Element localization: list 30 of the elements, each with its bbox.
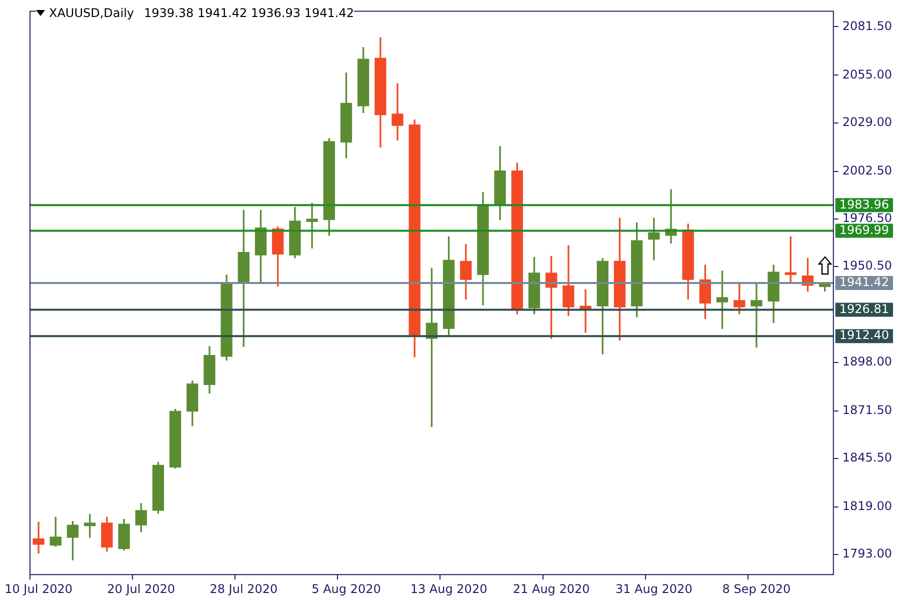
x-tick-label: 21 Aug 2020 bbox=[512, 582, 590, 596]
candlestick bbox=[392, 83, 404, 140]
ref-line-label: 1926.81 bbox=[839, 302, 889, 316]
y-tick-label: 1976.50 bbox=[842, 210, 892, 225]
candlestick bbox=[750, 282, 762, 348]
x-tick-label: 13 Aug 2020 bbox=[410, 582, 488, 596]
y-tick-label: 1871.50 bbox=[842, 403, 892, 418]
ref-line-label: 1912.40 bbox=[839, 328, 889, 342]
x-tick-label: 20 Jul 2020 bbox=[107, 582, 176, 596]
y-tick-label: 1819.00 bbox=[842, 499, 892, 514]
x-tick-label: 8 Sep 2020 bbox=[722, 582, 791, 596]
y-tick-label: 1898.00 bbox=[842, 354, 892, 369]
y-tick-label: 2002.50 bbox=[842, 163, 892, 178]
x-tick-label: 5 Aug 2020 bbox=[312, 582, 381, 596]
ref-line-label: 1969.99 bbox=[839, 222, 889, 237]
y-tick-label: 1845.50 bbox=[842, 450, 892, 465]
candlestick bbox=[32, 522, 44, 554]
ref-line-label: 1941.42 bbox=[839, 275, 889, 290]
y-tick-label: 2029.00 bbox=[842, 114, 892, 129]
chart-title: XAUUSD,Daily bbox=[49, 6, 134, 20]
x-tick-label: 31 Aug 2020 bbox=[615, 582, 692, 596]
y-tick-label: 2081.50 bbox=[842, 18, 892, 33]
candlestick bbox=[306, 202, 318, 248]
y-tick-label: 1793.00 bbox=[842, 546, 892, 561]
chart-subtitle: 1939.38 1941.42 1936.93 1941.42 bbox=[144, 6, 354, 20]
x-tick-label: 10 Jul 2020 bbox=[4, 582, 73, 596]
ref-line-label: 1983.96 bbox=[839, 197, 889, 212]
y-tick-label: 2055.00 bbox=[842, 67, 892, 82]
y-tick-label: 1950.50 bbox=[842, 258, 892, 272]
x-tick-label: 28 Jul 2020 bbox=[210, 582, 278, 596]
